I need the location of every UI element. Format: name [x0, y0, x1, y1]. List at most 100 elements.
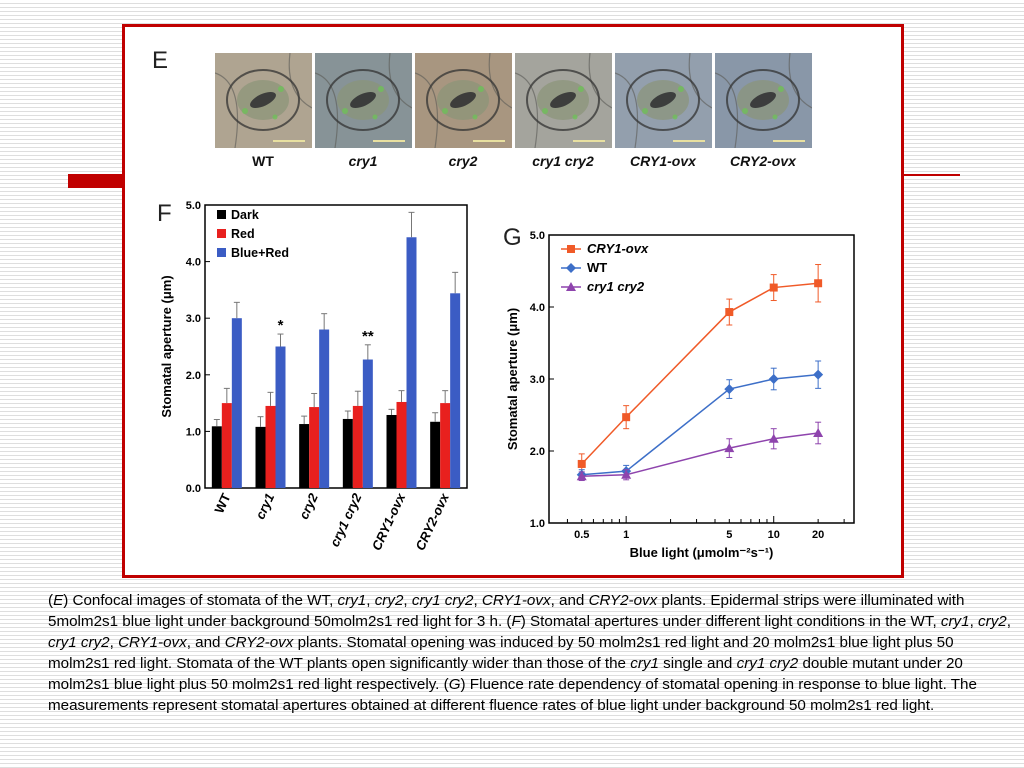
- x-tick-label: CRY2-ovx: [412, 490, 452, 552]
- caption-italic: cry2: [374, 592, 404, 609]
- chart-f: F 0.0 1.0 2.0 3.0 4.0 5.0 Stomatal aperture (μm…: [157, 200, 468, 553]
- bar: [275, 346, 286, 488]
- data-point: [768, 433, 779, 443]
- data-point: [621, 469, 632, 479]
- bar: [430, 421, 441, 488]
- data-point: [724, 443, 735, 453]
- stoma-drawing: [415, 53, 512, 148]
- bar: [221, 403, 232, 488]
- bar: [255, 426, 266, 488]
- caption-text: ,: [473, 592, 482, 609]
- chloroplast: [342, 108, 348, 114]
- caption-text: plants. Epidermal strips were illuminate…: [48, 592, 965, 630]
- caption-italic: CRY1-ovx: [118, 634, 187, 651]
- series-line: [581, 373, 819, 476]
- x-tick-label: 1: [623, 529, 629, 541]
- caption-text: ,: [1006, 613, 1011, 630]
- stomatal-pore: [650, 91, 676, 109]
- cell-wall-lines: [715, 53, 812, 148]
- chloroplast: [642, 108, 648, 114]
- data-point: [577, 459, 586, 468]
- cell-wall-lines: [315, 53, 412, 148]
- chloroplast: [778, 86, 784, 92]
- strip-label: WT: [252, 153, 274, 169]
- data-point: [768, 374, 779, 384]
- y-tick-label: 1.0: [530, 518, 545, 530]
- chloroplast: [242, 108, 248, 114]
- bar: [386, 414, 397, 488]
- chloroplast: [272, 114, 278, 120]
- data-point: [725, 308, 734, 317]
- x-tick-label: cry1 cry2: [327, 490, 365, 549]
- stoma-drawing: [715, 53, 812, 148]
- cell-wall-lines: [415, 53, 512, 148]
- y-axis-label: Stomatal aperture (μm): [505, 308, 520, 450]
- caption-italic: cry1 cry2: [48, 634, 110, 651]
- stoma-drawing: [515, 53, 612, 148]
- chloroplast: [472, 114, 478, 120]
- bar: [299, 424, 310, 488]
- chloroplast: [678, 86, 684, 92]
- guard-cell-outline: [326, 69, 400, 131]
- strip-label: CRY2-ovx: [730, 153, 796, 169]
- caption-text: ) Fluence rate dependency of stomatal op…: [48, 676, 977, 714]
- y-tick-label: 3.0: [530, 374, 545, 386]
- y-tick-label: 2.0: [530, 446, 545, 458]
- cell-wall-lines: [515, 53, 612, 148]
- caption-text: ) Stomatal apertures under different lig…: [520, 613, 941, 630]
- legend-marker: [566, 282, 576, 291]
- x-tick-label: cry2: [296, 490, 321, 521]
- data-point: [622, 413, 631, 422]
- chloroplast: [278, 86, 284, 92]
- legend-label: WT: [587, 260, 607, 275]
- caption-italic: cry1: [337, 592, 367, 609]
- data-point: [576, 471, 587, 481]
- figure-caption: (E) Confocal images of stomata of the WT…: [48, 590, 1018, 716]
- stomatal-pore: [250, 91, 276, 109]
- legend-swatch: [217, 229, 226, 238]
- legend-marker: [566, 263, 576, 273]
- y-tick-label: 3.0: [186, 313, 201, 325]
- caption-text: single and: [658, 655, 737, 672]
- caption-italic: G: [448, 676, 461, 693]
- bar: [265, 405, 276, 488]
- x-tick-label: cry1: [252, 491, 277, 522]
- stoma-image: [515, 53, 612, 148]
- bar: [231, 318, 242, 488]
- chloroplast: [672, 114, 678, 120]
- x-tick-label: 10: [768, 529, 780, 541]
- x-tick-label: 5: [726, 529, 732, 541]
- bar: [211, 426, 222, 488]
- strip-label: CRY1-ovx: [630, 153, 696, 169]
- panel-letter: G: [503, 224, 522, 251]
- chloroplast: [742, 108, 748, 114]
- stoma-image: [615, 53, 712, 148]
- stoma-drawing: [315, 53, 412, 148]
- y-tick-label: 2.0: [186, 370, 201, 382]
- caption-text: ,: [366, 592, 375, 609]
- chart-g: G 1.0 2.0 3.0 4.0 5.0 0.5 1 5 10 20 Blue light (μmo…: [503, 224, 855, 560]
- caption-italic: cry1 cry2: [736, 655, 799, 672]
- caption-text: , and: [550, 592, 589, 609]
- x-tick-label: 20: [812, 529, 824, 541]
- legend-label: Blue+Red: [231, 246, 289, 260]
- bar: [450, 293, 461, 488]
- chloroplast: [378, 86, 384, 92]
- legend-swatch: [217, 248, 226, 257]
- plot-frame: [204, 204, 468, 489]
- caption-text: ,: [403, 592, 412, 609]
- data-point: [813, 369, 824, 380]
- data-point: [814, 279, 823, 288]
- legend-label: Dark: [231, 208, 259, 222]
- caption-text: ) Confocal images of stomata of the WT,: [63, 592, 338, 609]
- caption-text: plants. Stomatal opening was induced by …: [48, 634, 954, 672]
- x-tick-label: 0.5: [574, 529, 589, 541]
- legend-marker: [567, 245, 575, 253]
- strip-label: cry1 cry2: [532, 153, 594, 169]
- bar: [342, 418, 353, 488]
- chloroplast: [542, 108, 548, 114]
- stomatal-pore: [550, 91, 576, 109]
- caption-italic: cry1: [940, 613, 970, 630]
- y-tick-label: 1.0: [186, 426, 201, 438]
- guard-cell-outline: [726, 69, 800, 131]
